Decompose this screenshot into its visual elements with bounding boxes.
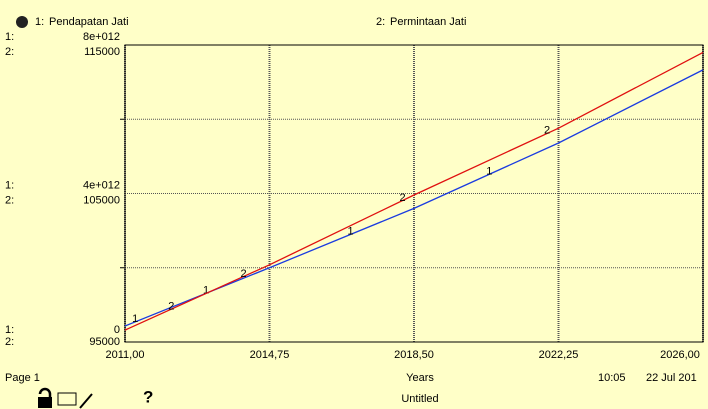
x-tick-label: 2018,50 [394, 349, 434, 361]
x-tick-label: 2011,00 [106, 349, 145, 361]
page-label: Page 1 [5, 372, 40, 384]
series-line [124, 51, 704, 331]
axis-series-label: 1: [5, 324, 14, 336]
wand-icon[interactable] [79, 393, 93, 409]
legend-entry: Permintaan Jati [390, 16, 466, 28]
axis-series-label: 2: [5, 194, 14, 206]
series-marker: 1 [203, 284, 209, 296]
lock-body[interactable] [38, 397, 52, 408]
y-tick-label: 0 [114, 324, 120, 336]
y2-tick-label: 105000 [83, 194, 120, 206]
y-tick-label: 4e+012 [83, 179, 120, 191]
series-marker: 1 [347, 226, 353, 238]
axis-series-label: 1: [5, 31, 14, 43]
series-marker: 1 [132, 313, 138, 325]
legend-label: 2: [376, 16, 385, 28]
x-tick-label: 2022,25 [539, 349, 579, 361]
help-icon[interactable]: ? [143, 387, 153, 406]
axis-series-label: 2: [5, 46, 14, 58]
document-title: Untitled [401, 393, 438, 405]
plot-frame [124, 44, 704, 343]
print-icon[interactable] [57, 392, 77, 406]
axis-series-label: 2: [5, 336, 14, 348]
series-marker: 2 [168, 300, 174, 312]
y2-tick-label: 115000 [84, 46, 120, 58]
graph-icon[interactable] [16, 16, 28, 28]
y-tick-label: 8e+012 [83, 31, 120, 43]
lock-icon[interactable] [38, 387, 52, 397]
time: 10:05 [598, 372, 626, 384]
toolbar: ? [38, 387, 153, 409]
legend-label: 1: [35, 16, 44, 28]
series-marker: 2 [399, 192, 405, 204]
y2-tick-label: 95000 [89, 336, 120, 348]
series-marker: 2 [544, 125, 550, 137]
axis-series-label: 1: [5, 179, 14, 191]
series-marker: 2 [241, 268, 247, 280]
x-axis-label: Years [406, 372, 434, 384]
x-tick-label: 2014,75 [250, 349, 290, 361]
x-tick-label: 2026,00 [660, 349, 700, 361]
date: 22 Jul 201 [646, 372, 697, 384]
series-marker: 1 [486, 166, 492, 178]
legend-entry: Pendapatan Jati [49, 16, 129, 28]
